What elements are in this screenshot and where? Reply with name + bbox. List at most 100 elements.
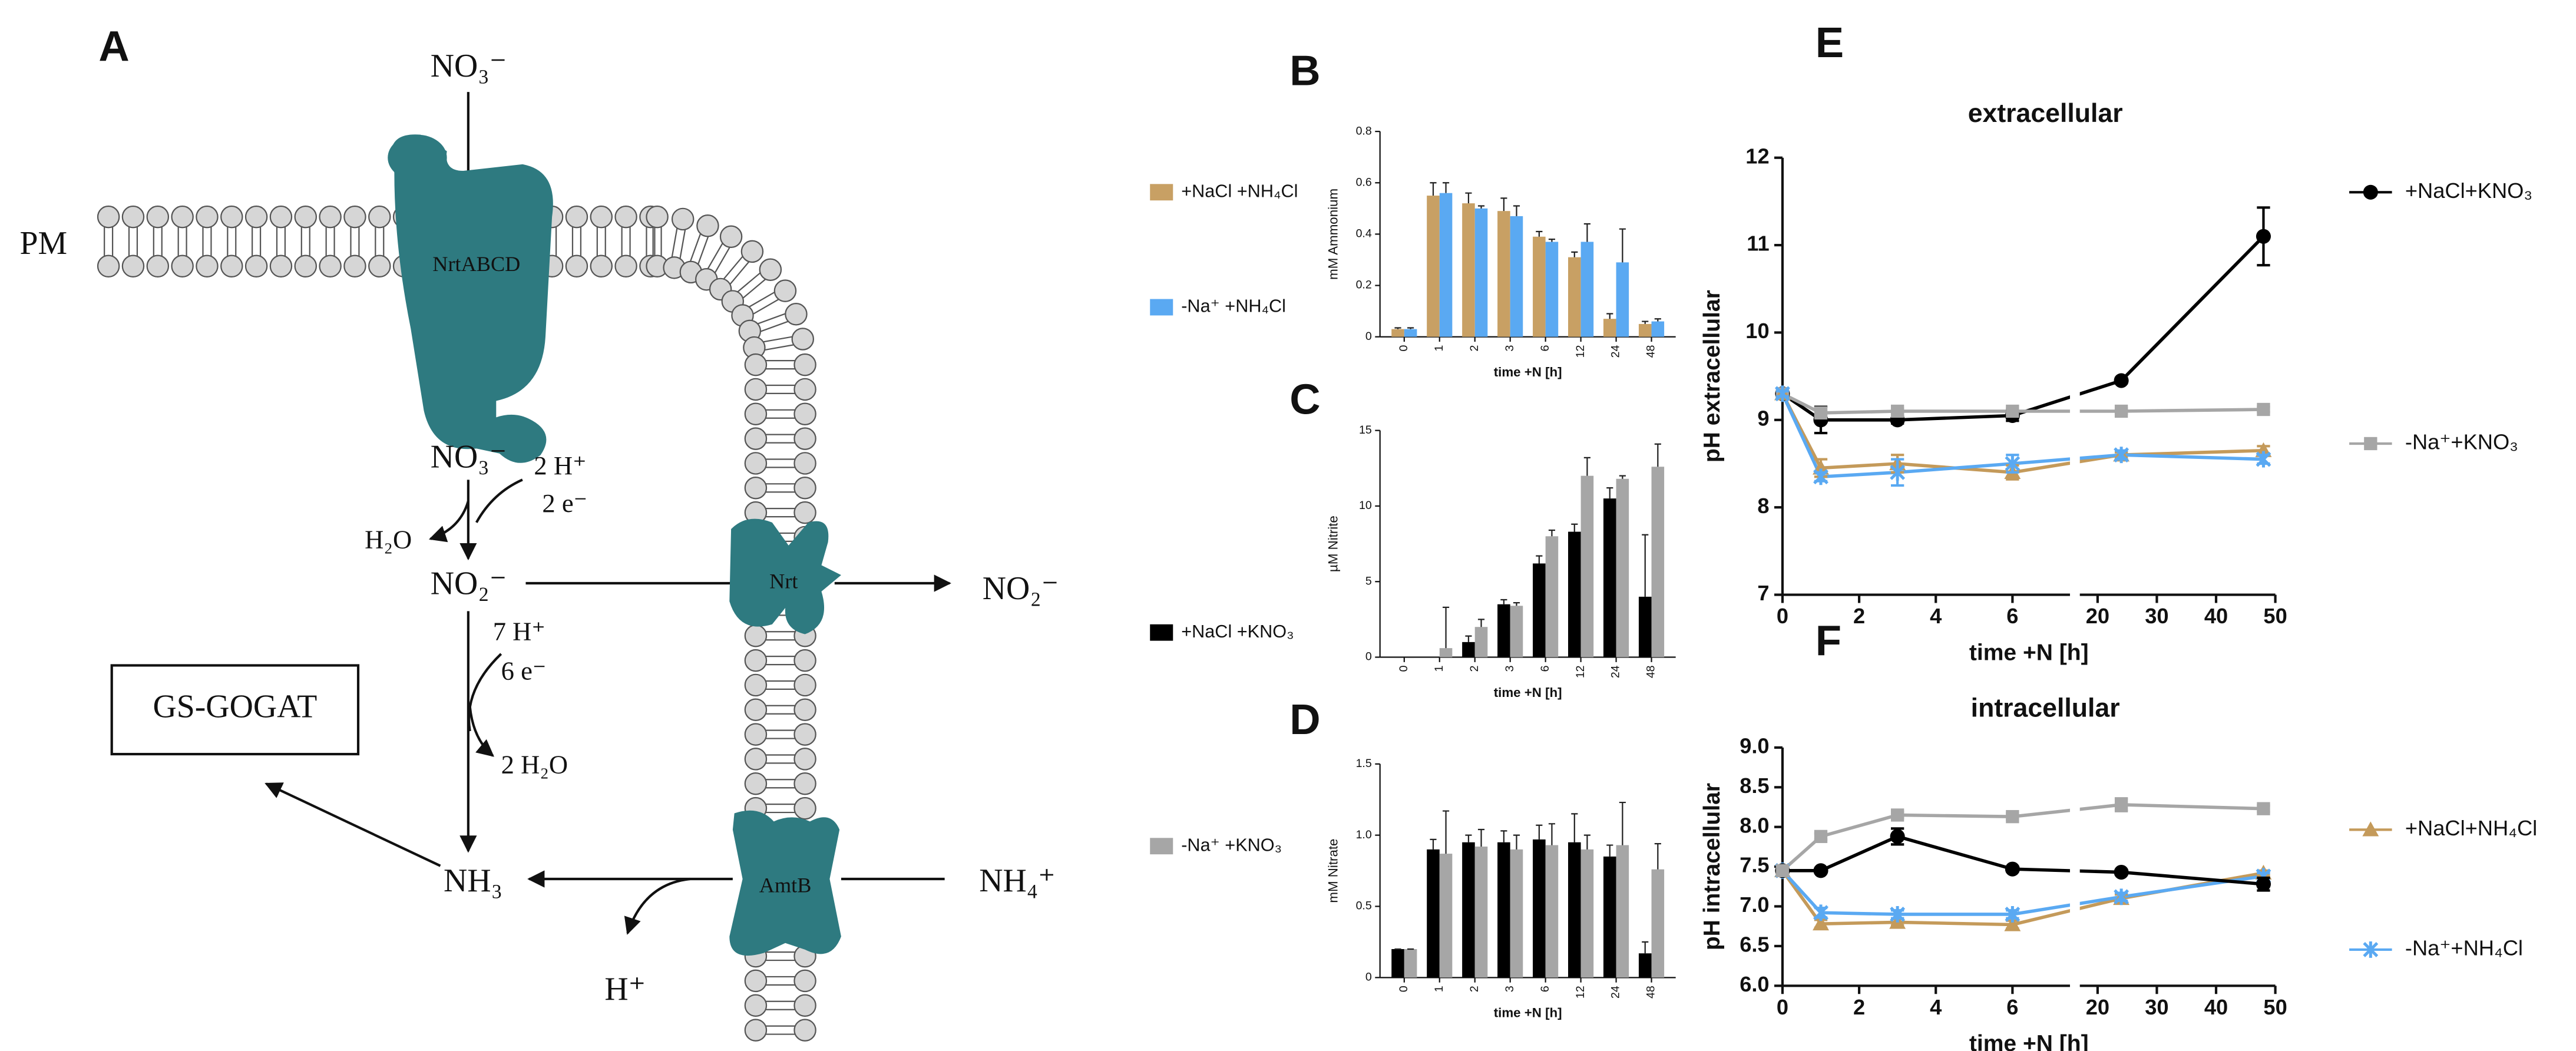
marker <box>1813 863 1828 878</box>
label: PM <box>20 225 68 262</box>
bar <box>1439 854 1453 978</box>
y-tick-label: 1.0 <box>1356 828 1372 841</box>
y-axis-label: mM Nitrate <box>1325 839 1340 903</box>
lipid-head <box>121 205 145 229</box>
lipid-head <box>793 452 816 475</box>
lipid-head <box>793 673 816 697</box>
error-bar <box>1536 824 1543 840</box>
lipid-head <box>294 255 318 278</box>
y-tick-label: 0 <box>1365 330 1372 343</box>
error-bar <box>1571 523 1578 532</box>
bar <box>1474 627 1488 657</box>
error-bar <box>1619 475 1626 479</box>
bar <box>1497 211 1510 337</box>
error-bar <box>1548 529 1556 537</box>
error-bar <box>1642 320 1649 324</box>
lipid-head <box>744 673 768 697</box>
x-tick-label: 12 <box>1574 345 1587 358</box>
bar <box>1616 478 1629 657</box>
error-bar <box>1465 192 1472 204</box>
lipid-head <box>146 205 170 229</box>
error-bar <box>1606 844 1613 857</box>
enzyme-label: GS-GOGAT <box>153 689 317 725</box>
lipid-head <box>696 214 719 237</box>
legend-swatch <box>1150 838 1173 855</box>
diagram <box>110 92 951 935</box>
x-tick-label: 6 <box>1539 986 1552 992</box>
label: 2 e⁻ <box>542 488 587 518</box>
lipid-head <box>614 255 637 278</box>
bar <box>1510 849 1523 978</box>
arrow <box>428 500 469 543</box>
error-bar <box>1583 457 1590 476</box>
lipid-head <box>614 205 637 229</box>
x-tick-label: 4 <box>1930 604 1942 628</box>
lipid-head <box>97 255 120 278</box>
lipid-head <box>121 255 145 278</box>
y-axis-label: µM Nitrite <box>1325 515 1340 572</box>
error-bar <box>1571 813 1578 842</box>
bar <box>1462 203 1475 337</box>
y-tick-label: 15 <box>1359 424 1372 437</box>
error-bar <box>1654 843 1661 870</box>
y-tick-label: 8.0 <box>1740 813 1769 837</box>
protein-label: NrtABCD <box>432 252 520 276</box>
lipid-head <box>793 994 816 1017</box>
x-tick-label: 0 <box>1397 345 1410 352</box>
legend-label: +NaCl+NH₄Cl <box>2405 816 2537 840</box>
error-bar <box>1500 599 1507 604</box>
y-tick-label: 5 <box>1365 574 1372 587</box>
lipid-head <box>744 624 768 647</box>
marker <box>2114 404 2128 418</box>
lipid-head <box>368 255 391 278</box>
marker <box>2005 455 2021 472</box>
y-axis-label: pH extracellular <box>1699 290 1725 462</box>
marker <box>1890 906 1906 923</box>
x-tick-label: 50 <box>2263 604 2287 628</box>
legend-marker <box>2363 941 2379 958</box>
bar <box>1568 842 1581 978</box>
marker <box>1813 916 1829 931</box>
lipid-head <box>785 303 808 326</box>
x-tick-label: 40 <box>2204 995 2228 1019</box>
legend-label: -Na⁺ +KNO₃ <box>1181 835 1282 855</box>
error-bar <box>1571 251 1578 257</box>
bar <box>1533 563 1546 657</box>
error-bar <box>1442 182 1450 193</box>
bar <box>1391 329 1404 337</box>
panel-letter: E <box>1816 19 1844 67</box>
error-bar <box>1407 327 1414 329</box>
bar <box>1603 319 1616 337</box>
lipid-head <box>744 427 768 450</box>
error-bar <box>1500 197 1507 211</box>
error-bar <box>1500 830 1507 842</box>
marker <box>1775 385 1790 402</box>
chart-title: extracellular <box>1968 99 2123 128</box>
protein-label: AmtB <box>759 873 812 897</box>
bar <box>1533 236 1546 337</box>
charts: BmM Ammonium time +N [h] 0 0.2 0.4 0.6 0.8 +NaC… <box>1150 19 2537 1051</box>
lipid-head <box>244 255 268 278</box>
marker <box>2114 373 2129 388</box>
x-tick-label: 50 <box>2263 995 2287 1019</box>
protein-amtb <box>729 810 841 956</box>
label: 7 H⁺ <box>493 617 545 646</box>
error-bar <box>1513 602 1520 606</box>
error-bar <box>1465 635 1472 642</box>
protein-nrt <box>729 518 841 634</box>
legend-marker <box>2362 821 2379 837</box>
marker <box>2006 810 2019 824</box>
arrow <box>475 478 523 523</box>
bar <box>1404 949 1417 978</box>
x-axis-label: time +N [h] <box>1969 1031 2089 1051</box>
lipid-head <box>740 240 764 263</box>
bar <box>1510 216 1523 337</box>
lipid-head <box>793 772 816 795</box>
bar <box>1616 845 1629 978</box>
lipid-head <box>146 255 170 278</box>
lipid-head <box>744 353 768 376</box>
bar <box>1427 196 1440 337</box>
lipid-head <box>793 698 816 722</box>
x-tick-label: 48 <box>1645 986 1658 999</box>
